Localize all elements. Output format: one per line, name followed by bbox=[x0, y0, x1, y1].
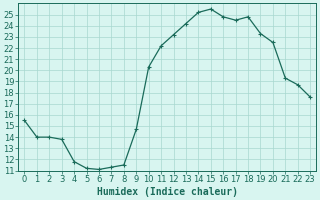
X-axis label: Humidex (Indice chaleur): Humidex (Indice chaleur) bbox=[97, 186, 238, 197]
